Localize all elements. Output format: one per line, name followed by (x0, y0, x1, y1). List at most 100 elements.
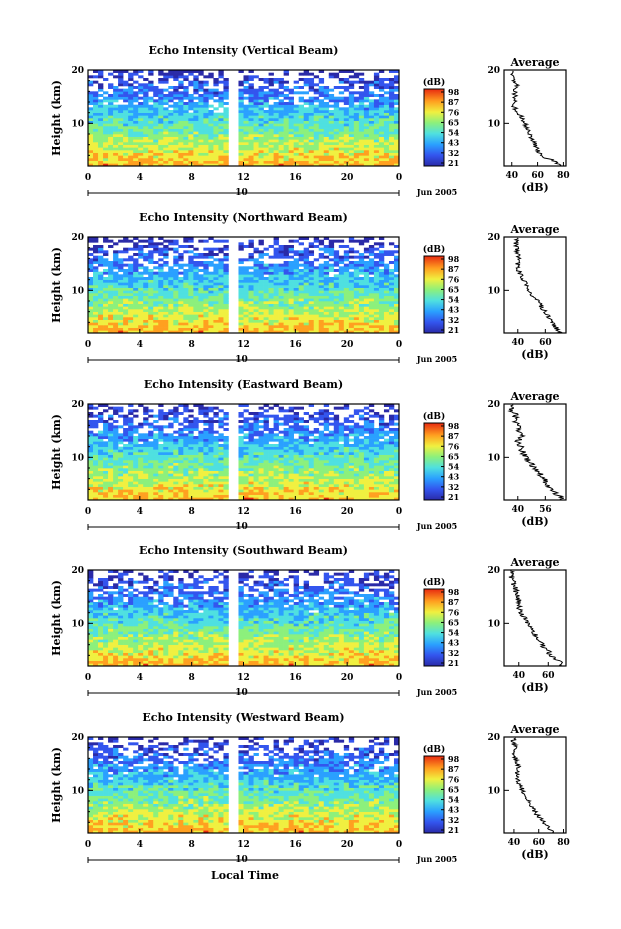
heatmap-cell (168, 497, 174, 501)
heatmap-cell (388, 481, 395, 485)
heatmap-cell (188, 123, 194, 127)
heatmap-cell (183, 75, 189, 79)
heatmap-cell (323, 478, 330, 482)
heatmap-cell (138, 88, 144, 92)
heatmap-cell (223, 460, 229, 463)
heatmap-cell (108, 144, 114, 148)
heatmap-cell (273, 144, 279, 148)
heatmap-cell (133, 94, 139, 97)
heatmap-cell (173, 497, 179, 501)
heatmap-cell (263, 314, 269, 318)
heatmap-cell (93, 139, 99, 143)
heatmap-cell (283, 293, 289, 296)
heatmap-cell (178, 118, 184, 121)
heatmap-cell (303, 147, 310, 151)
heatmap-cell (358, 110, 365, 113)
heatmap-cell (333, 314, 340, 318)
heatmap-cell (368, 99, 375, 103)
heatmap-cell (353, 261, 360, 264)
heatmap-cell (313, 123, 320, 127)
heatmap-cell (313, 274, 320, 278)
heatmap-cell (328, 139, 335, 143)
heatmap-cell (258, 163, 264, 167)
heatmap-cell (348, 255, 355, 259)
heatmap-cell (278, 253, 284, 256)
heatmap-cell (268, 484, 274, 487)
heatmap-cell (283, 319, 289, 323)
heatmap-cell (353, 452, 360, 455)
heatmap-cell (168, 118, 174, 121)
heatmap-cell (383, 287, 390, 291)
heatmap-cell (298, 163, 304, 167)
heatmap-cell (373, 115, 380, 119)
heatmap-cell (103, 452, 109, 455)
date-tick-label: 10 (235, 188, 248, 198)
y-axis-label: Height (km) (50, 80, 63, 156)
heatmap-cell (273, 285, 279, 288)
heatmap-cell (183, 274, 189, 278)
heatmap-cell (188, 319, 194, 323)
heatmap-cell (88, 237, 94, 240)
heatmap-cell (253, 144, 259, 148)
heatmap-cell (143, 134, 149, 137)
heatmap-cell (308, 163, 315, 167)
heatmap-cell (313, 75, 320, 79)
heatmap-cell (303, 457, 310, 461)
heatmap-cell (248, 476, 254, 479)
heatmap-cell (368, 150, 375, 153)
heatmap-cell (173, 75, 179, 79)
heatmap-cell (368, 314, 375, 318)
heatmap-cell (183, 155, 189, 159)
heatmap-cell (243, 282, 249, 286)
heatmap-cell (158, 266, 164, 270)
heatmap-cell (93, 319, 99, 323)
heatmap-cell (288, 311, 294, 315)
heatmap-cell (268, 134, 274, 137)
heatmap-cell (238, 155, 244, 159)
heatmap-cell (168, 285, 174, 288)
heatmap-cell (378, 96, 385, 100)
heatmap-cell (298, 497, 304, 501)
heatmap-cell (103, 120, 109, 124)
heatmap-cell (223, 314, 229, 318)
heatmap-cell (373, 86, 380, 89)
heatmap-cell (308, 319, 315, 323)
heatmap-cell (163, 147, 169, 151)
heatmap-cell (313, 158, 320, 161)
heatmap-cell (108, 152, 114, 156)
heatmap-cell (108, 454, 114, 458)
heatmap-cell (298, 269, 304, 272)
heatmap-cell (298, 253, 304, 256)
heatmap-cell (323, 473, 330, 477)
heatmap-cell (218, 75, 224, 79)
heatmap-cell (393, 285, 400, 288)
heatmap-cell (153, 274, 159, 278)
heatmap-cell (393, 460, 400, 463)
heatmap-cell (123, 126, 129, 129)
heatmap-cell (148, 155, 154, 159)
heatmap-cell (383, 494, 390, 498)
heatmap-cell (348, 454, 355, 458)
heatmap-cell (363, 255, 370, 259)
heatmap-cell (358, 468, 365, 471)
heatmap-cell (298, 449, 304, 453)
heatmap-cell (148, 126, 154, 129)
heatmap-cell (308, 317, 315, 320)
heatmap-cell (288, 128, 294, 132)
heatmap-cell (213, 158, 219, 161)
heatmap-cell (383, 128, 390, 132)
heatmap-cell (243, 128, 249, 132)
heatmap-cell (183, 88, 189, 92)
heatmap-cell (238, 123, 244, 127)
heatmap-cell (223, 295, 229, 299)
heatmap-cell (313, 237, 320, 240)
heatmap-cell (208, 473, 214, 477)
heatmap-cell (383, 107, 390, 111)
heatmap-cell (218, 266, 224, 270)
heatmap-cell (318, 325, 325, 328)
heatmap-cell (163, 131, 169, 135)
heatmap-cell (358, 139, 365, 143)
heatmap-cell (93, 104, 99, 108)
heatmap-cell (313, 285, 320, 288)
heatmap-cell (208, 282, 214, 286)
